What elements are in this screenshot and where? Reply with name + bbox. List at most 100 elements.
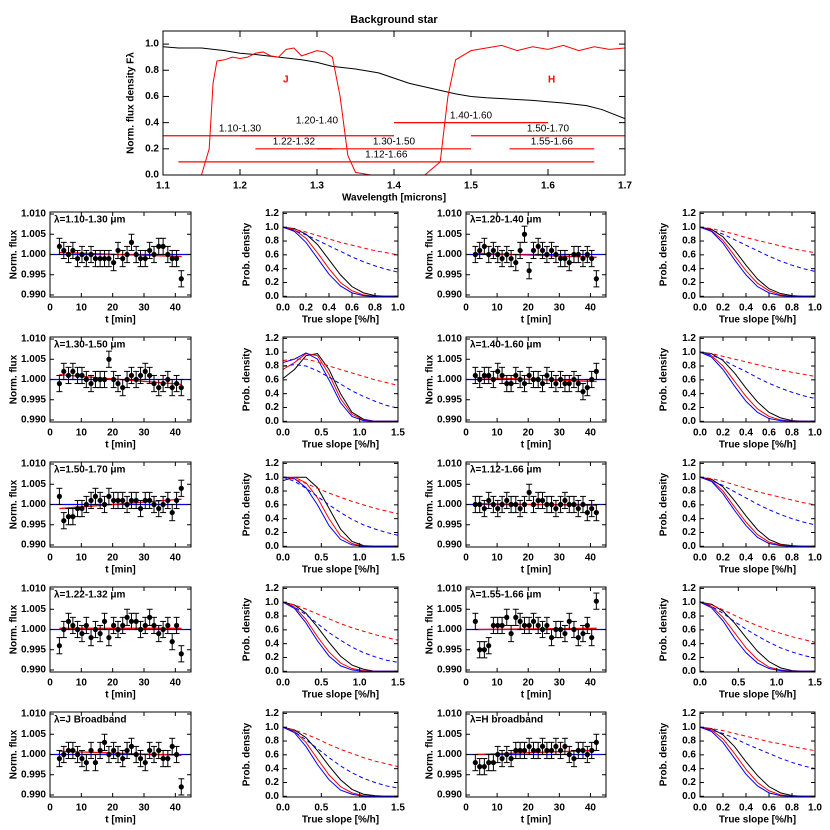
panel: 0.0 0.5 1.0 1.5 0.0 0.2 0.4 0.6 0.8 1.0 1.2 True sl… xyxy=(242,458,406,576)
x-axis-label: t [min] xyxy=(521,815,552,826)
line-series xyxy=(700,351,815,377)
plot-area xyxy=(700,226,815,297)
x-tick-label: 1.5 xyxy=(808,678,822,689)
data-point xyxy=(575,505,581,512)
y-tick-label: 0.2 xyxy=(145,143,159,154)
y-tick-label: 1.010 xyxy=(437,459,462,470)
panel: 0 10 20 30 40 0.990 0.995 1.000 1.005 1.010 t [min… xyxy=(425,709,607,826)
panel: 0.0 0.5 1.0 1.5 0.0 0.2 0.4 0.6 0.8 1.0 1.2 True sl… xyxy=(242,583,406,701)
data-point xyxy=(589,376,595,383)
line-series xyxy=(283,726,398,797)
x-tick-label: 40 xyxy=(170,678,182,689)
y-tick-label: 0.8 xyxy=(265,236,279,247)
data-point xyxy=(124,501,130,508)
data-point xyxy=(530,376,537,383)
data-point xyxy=(513,501,519,508)
data-point xyxy=(151,622,157,629)
y-tick-label: 1.010 xyxy=(437,334,462,345)
data-point xyxy=(472,251,478,258)
data-point xyxy=(111,747,117,754)
data-point xyxy=(79,505,85,512)
data-point xyxy=(137,372,144,379)
data-point xyxy=(539,743,546,750)
data-point xyxy=(539,380,546,387)
data-point xyxy=(477,376,483,383)
x-tick-label: 1.4 xyxy=(387,181,401,192)
plot-area xyxy=(283,352,398,422)
y-tick-label: 0.6 xyxy=(682,749,696,760)
x-tick-label: 1.5 xyxy=(391,678,405,689)
data-point xyxy=(513,614,519,620)
line-series xyxy=(283,358,398,386)
data-point xyxy=(165,755,171,762)
y-tick-label: 1.0 xyxy=(265,222,279,233)
plot-area xyxy=(700,476,815,547)
data-point xyxy=(173,751,180,758)
x-tick-label: 0.0 xyxy=(276,303,290,314)
data-point xyxy=(530,747,537,754)
data-point xyxy=(535,376,541,383)
data-point xyxy=(65,514,72,520)
data-point xyxy=(562,380,568,387)
data-point xyxy=(106,356,112,362)
y-tick-label: 0.4 xyxy=(265,638,279,649)
y-tick-label: 0.4 xyxy=(265,388,279,399)
y-tick-label: 0.4 xyxy=(265,513,279,524)
panel: 0.0 0.2 0.4 0.6 0.8 1.0 0.0 0.2 0.4 0.6 0.8 1.0 1.2 T… xyxy=(242,208,406,326)
line-series xyxy=(283,353,398,422)
y-tick-label: 1.010 xyxy=(437,584,462,595)
x-tick-label: 0.8 xyxy=(785,428,799,439)
data-point xyxy=(101,501,108,508)
line-series xyxy=(283,476,398,515)
y-tick-label: 0.2 xyxy=(682,277,696,288)
y-tick-label: 0.8 xyxy=(682,611,696,622)
plot-area xyxy=(50,233,191,288)
y-tick-label: 0.990 xyxy=(437,290,462,301)
y-tick-label: 1.000 xyxy=(437,374,462,385)
x-axis-label: t [min] xyxy=(521,565,552,576)
x-tick-label: 0.4 xyxy=(322,303,336,314)
x-tick-label: 0.0 xyxy=(693,678,707,689)
data-point xyxy=(74,626,81,633)
data-point xyxy=(128,239,135,245)
data-point xyxy=(526,268,532,274)
axes-frame xyxy=(465,711,607,798)
axes-frame xyxy=(162,30,626,176)
data-point xyxy=(557,626,564,633)
data-point xyxy=(88,747,94,754)
x-axis-label: t [min] xyxy=(105,440,136,451)
x-tick-label: 10 xyxy=(76,428,88,439)
x-tick-label: 20 xyxy=(107,553,119,564)
y-tick-label: 0.990 xyxy=(21,290,46,301)
data-point xyxy=(169,255,175,262)
x-tick-label: 0.0 xyxy=(276,553,290,564)
data-point xyxy=(513,747,519,754)
data-point xyxy=(178,384,184,391)
data-point xyxy=(557,747,564,754)
x-tick-label: 30 xyxy=(138,678,150,689)
y-tick-label: 1.000 xyxy=(437,249,462,260)
band-label: 1.50-1.70 xyxy=(527,123,570,134)
data-point xyxy=(499,255,505,262)
y-tick-label: 0.8 xyxy=(682,736,696,747)
line-series xyxy=(283,601,398,663)
y-tick-label: 0.0 xyxy=(682,791,696,802)
y-axis-label: Prob. density xyxy=(242,347,253,411)
plot-area xyxy=(700,726,815,797)
data-point xyxy=(151,380,157,387)
line-series xyxy=(283,601,398,641)
line-series xyxy=(283,726,398,768)
data-point xyxy=(133,376,139,383)
panel: 0 10 20 30 40 0.990 0.995 1.000 1.005 1.010 t [min… xyxy=(9,584,192,701)
panel: 0 10 20 30 40 0.990 0.995 1.000 1.005 1.010 t [min… xyxy=(425,459,607,576)
data-point xyxy=(553,505,559,512)
x-tick-label: 0.4 xyxy=(739,303,753,314)
y-tick-label: 1.2 xyxy=(682,708,696,719)
data-point xyxy=(97,497,103,504)
panel-label: λ=1.30-1.50 μm xyxy=(54,340,126,351)
x-tick-label: 0.2 xyxy=(716,553,730,564)
data-point xyxy=(115,751,121,758)
data-point xyxy=(147,747,153,754)
x-tick-label: 1.0 xyxy=(808,428,822,439)
